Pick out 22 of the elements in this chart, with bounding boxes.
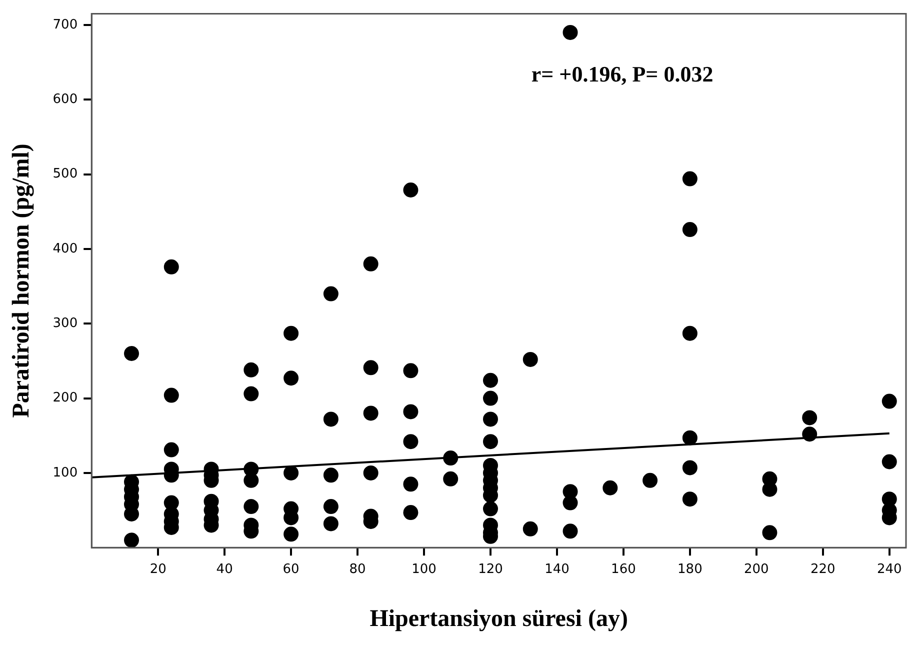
x-tick-label: 160: [611, 562, 636, 577]
y-tick-label: 700: [52, 17, 78, 32]
x-axis-title: Hipertansiyon süresi (ay): [370, 606, 628, 632]
x-tick-label: 200: [744, 562, 769, 577]
x-tick-label: 40: [216, 562, 233, 577]
x-tick-label: 180: [678, 562, 702, 577]
x-tick-label: 100: [412, 562, 436, 577]
y-tick-label: 200: [52, 390, 78, 406]
x-tick-label: 240: [876, 562, 902, 577]
x-tick-label: 60: [282, 562, 300, 577]
x-tick-label: 80: [349, 562, 366, 577]
y-tick-label: 100: [52, 465, 78, 480]
x-tick-label: 140: [544, 562, 570, 577]
y-tick-label: 300: [52, 316, 78, 332]
x-tick-label: 120: [478, 562, 503, 577]
y-tick-label: 400: [52, 241, 78, 256]
x-tick-label: 20: [150, 562, 166, 577]
x-tick-label: 220: [810, 562, 836, 577]
annotation: r= +0.196, P= 0.032: [531, 61, 714, 86]
y-axis-title: Paratiroid hormon (pg/ml): [8, 144, 35, 418]
y-tick-label: 500: [52, 166, 78, 182]
y-tick-label: 600: [52, 92, 78, 108]
